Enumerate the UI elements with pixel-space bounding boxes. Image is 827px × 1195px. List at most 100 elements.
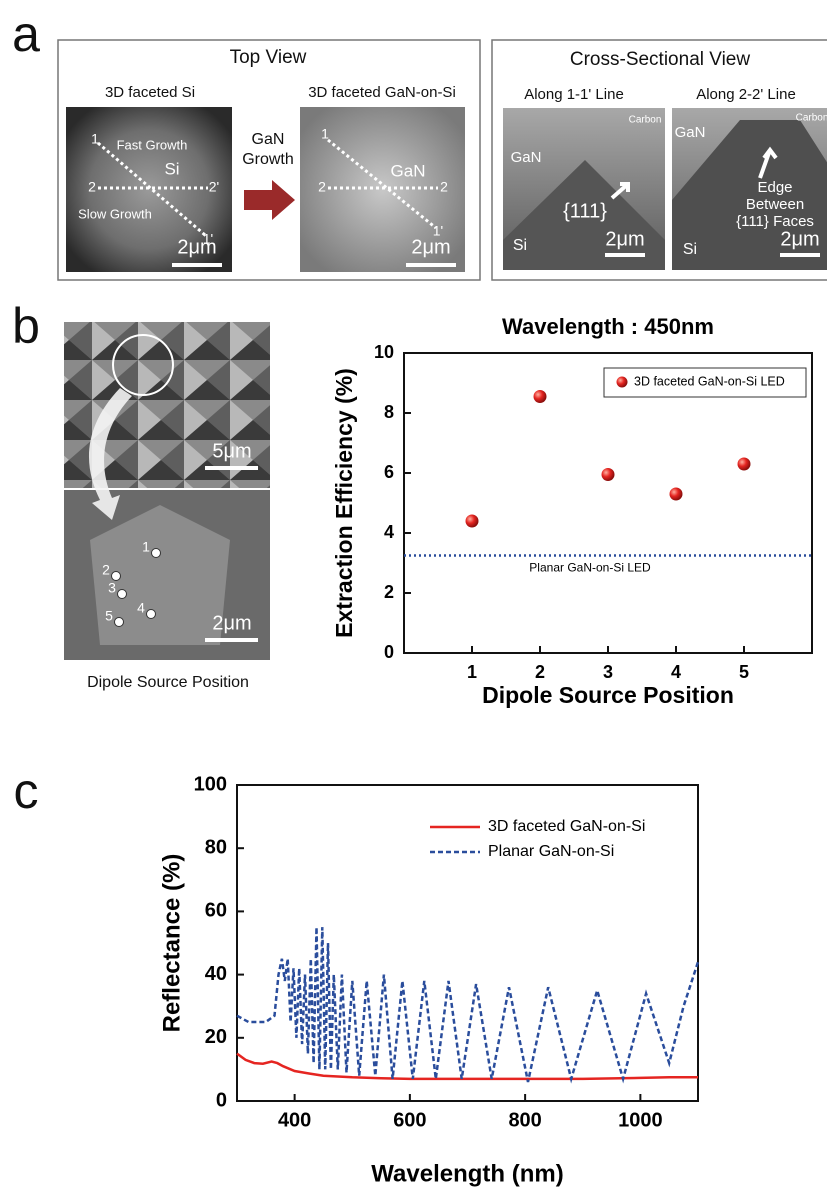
scale-bar-line (205, 466, 258, 642)
y-tick-label: 6 (384, 462, 394, 482)
x-tick-label: 2 (535, 662, 545, 682)
scale-bar: 2μm (411, 236, 450, 258)
panel-frame (57, 39, 481, 281)
x-tick-label: 5 (739, 662, 749, 682)
position-label: 5 (105, 608, 113, 624)
y-tick-label: 20 (205, 1026, 227, 1048)
image-label: Si (513, 237, 527, 254)
panel-label: a (12, 6, 40, 62)
arrow-label: Growth (242, 151, 294, 168)
image-label: Edge (757, 179, 792, 196)
caption: Dipole Source Position (87, 674, 249, 691)
panel-label: c (14, 763, 39, 819)
position-dot (146, 609, 156, 619)
y-tick-label: 0 (216, 1089, 227, 1111)
x-axis-label: Dipole Source Position (482, 682, 734, 708)
position-label: 1 (142, 539, 150, 555)
image-label: Slow Growth (78, 206, 152, 221)
y-tick-label: 40 (205, 963, 227, 985)
plot-frame (403, 352, 813, 654)
y-tick-label: 0 (384, 642, 394, 662)
legend-marker (616, 376, 628, 388)
view-title: Top View (230, 47, 307, 68)
image-label: 1' (433, 223, 443, 239)
image-label: GaN (391, 161, 426, 180)
highlight-circle (112, 334, 174, 396)
x-tick-label: 800 (508, 1109, 541, 1131)
pointer-arrow (610, 146, 778, 200)
legend-box (603, 367, 807, 398)
scale-bar: 2μm (605, 228, 644, 250)
caption: Along 1-1' Line (524, 86, 624, 103)
position-label: 4 (137, 600, 145, 616)
image-label: {111} Faces (736, 213, 814, 230)
position-dot (117, 589, 127, 599)
image-label: GaN (511, 149, 542, 166)
y-tick-label: 10 (374, 342, 394, 362)
image-label: 2' (209, 179, 219, 195)
sem-feature (672, 120, 827, 270)
image-label: 1' (203, 231, 213, 247)
series-line (236, 1052, 698, 1081)
image-label: Si (683, 241, 697, 258)
y-tick-label: 8 (384, 402, 394, 422)
point (669, 487, 683, 501)
position-label: 2 (102, 562, 110, 578)
position-dot (111, 571, 121, 581)
image-label: Carbon (796, 113, 827, 124)
point (601, 468, 615, 481)
image-label: GaN (675, 124, 706, 141)
x-tick-label: 4 (671, 662, 681, 682)
point (465, 514, 479, 528)
y-tick-label: 2 (384, 582, 394, 602)
guide-line (97, 138, 438, 237)
scale-bar-line (172, 253, 820, 267)
zoom-arrow (88, 388, 132, 520)
arrow-label: GaN (252, 131, 285, 148)
image-label: 1 (91, 131, 99, 147)
sem-feature (90, 505, 230, 645)
scale-bar: 2μm (780, 228, 819, 250)
point (737, 457, 751, 471)
y-tick-label: 80 (205, 836, 227, 858)
image-label: {111} (563, 200, 607, 222)
x-tick-label: 1000 (618, 1109, 663, 1131)
image-label: 2 (440, 179, 448, 195)
position-dot (114, 617, 124, 627)
chart-title: Wavelength : 450nm (502, 314, 714, 339)
legend-label: 3D faceted GaN-on-Si LED (634, 374, 785, 388)
scale-bar: 2μm (177, 236, 216, 258)
x-tick-label: 400 (278, 1109, 311, 1131)
y-tick-label: 100 (194, 773, 227, 795)
y-axis-label: Reflectance (%) (158, 854, 185, 1033)
image-label: 1 (321, 126, 329, 142)
scale-bar: 5μm (212, 440, 251, 462)
y-tick-label: 4 (384, 522, 394, 542)
image-label: Si (164, 159, 179, 178)
position-label: 3 (108, 580, 116, 596)
view-title: Cross-Sectional View (570, 49, 751, 70)
x-tick-label: 3 (603, 662, 613, 682)
panel-label: b (12, 298, 40, 354)
y-tick-label: 60 (205, 900, 227, 922)
position-dot (151, 548, 161, 558)
reference-label: Planar GaN-on-Si LED (529, 561, 651, 575)
legend-label: 3D faceted GaN-on-Si (488, 818, 645, 835)
sem-feature (503, 160, 665, 270)
image-label: 2 (318, 179, 326, 195)
scale-bar: 2μm (212, 612, 251, 634)
panel-frame (491, 39, 827, 281)
growth-arrow (244, 180, 295, 220)
image-label: 2 (88, 179, 96, 195)
plot-frame (236, 784, 699, 1102)
x-tick-label: 600 (393, 1109, 426, 1131)
series-line (236, 927, 700, 1084)
legend-label: Planar GaN-on-Si (488, 843, 614, 860)
y-axis-label: Extraction Efficiency (%) (331, 368, 357, 638)
caption: 3D faceted GaN-on-Si (308, 84, 456, 101)
image-label: Carbon (629, 115, 662, 126)
x-tick-label: 1 (467, 662, 477, 682)
image-label: Between (746, 196, 804, 213)
